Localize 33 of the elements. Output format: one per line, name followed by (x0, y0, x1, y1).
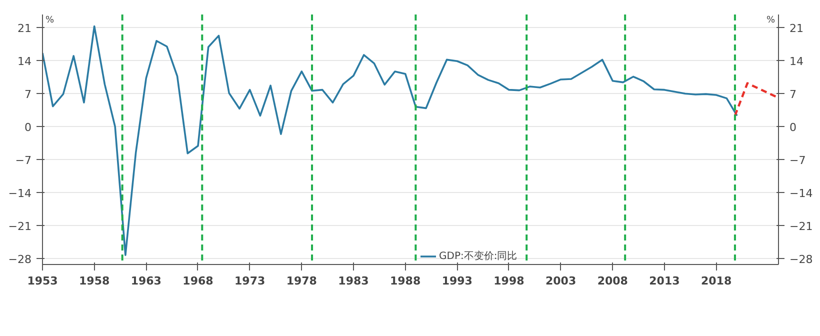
y2-tick-label: −28 (790, 252, 813, 266)
y-axis-title: % (46, 16, 54, 26)
x-tick-label: 2018 (700, 274, 732, 288)
x-tick-label: 1963 (130, 274, 162, 288)
y2-tick-label: 0 (790, 121, 796, 134)
y-tick-label: 7 (24, 88, 32, 102)
y-tick-label: 21 (18, 22, 32, 36)
x-tick-label: 1993 (442, 274, 472, 288)
x-tick-label: 1958 (79, 274, 110, 288)
x-tick-label: 2003 (546, 274, 576, 288)
x-tick-label: 2013 (649, 274, 680, 288)
legend-label: GDP:不变价:同比 (439, 250, 518, 263)
y-tick-label: −21 (8, 220, 32, 233)
y-tick-label: −7 (15, 154, 32, 168)
x-tick-label: 1988 (390, 274, 421, 288)
x-tick-label: 1973 (234, 274, 266, 288)
y-tick-label: −14 (8, 186, 32, 200)
x-tick-label: 1983 (338, 274, 369, 288)
y-tick-label: −28 (8, 252, 32, 266)
y2-tick-label: 21 (790, 22, 804, 36)
x-tick-label: 1978 (286, 274, 317, 288)
y2-tick-label: −21 (790, 220, 813, 233)
x-tick-label: 1968 (182, 274, 214, 288)
y2-tick-label: −7 (790, 154, 806, 168)
y2-tick-label: −14 (790, 186, 813, 200)
y2-tick-label: 7 (790, 88, 796, 102)
y-tick-label: 0 (24, 121, 32, 134)
y-tick-label: 14 (18, 55, 32, 68)
x-tick-label: 1998 (494, 274, 524, 288)
y2-tick-label: 14 (790, 55, 804, 68)
x-tick-label: 1953 (27, 274, 58, 288)
x-tick-label: 2008 (597, 274, 628, 288)
y2-axis-title: % (766, 16, 776, 26)
